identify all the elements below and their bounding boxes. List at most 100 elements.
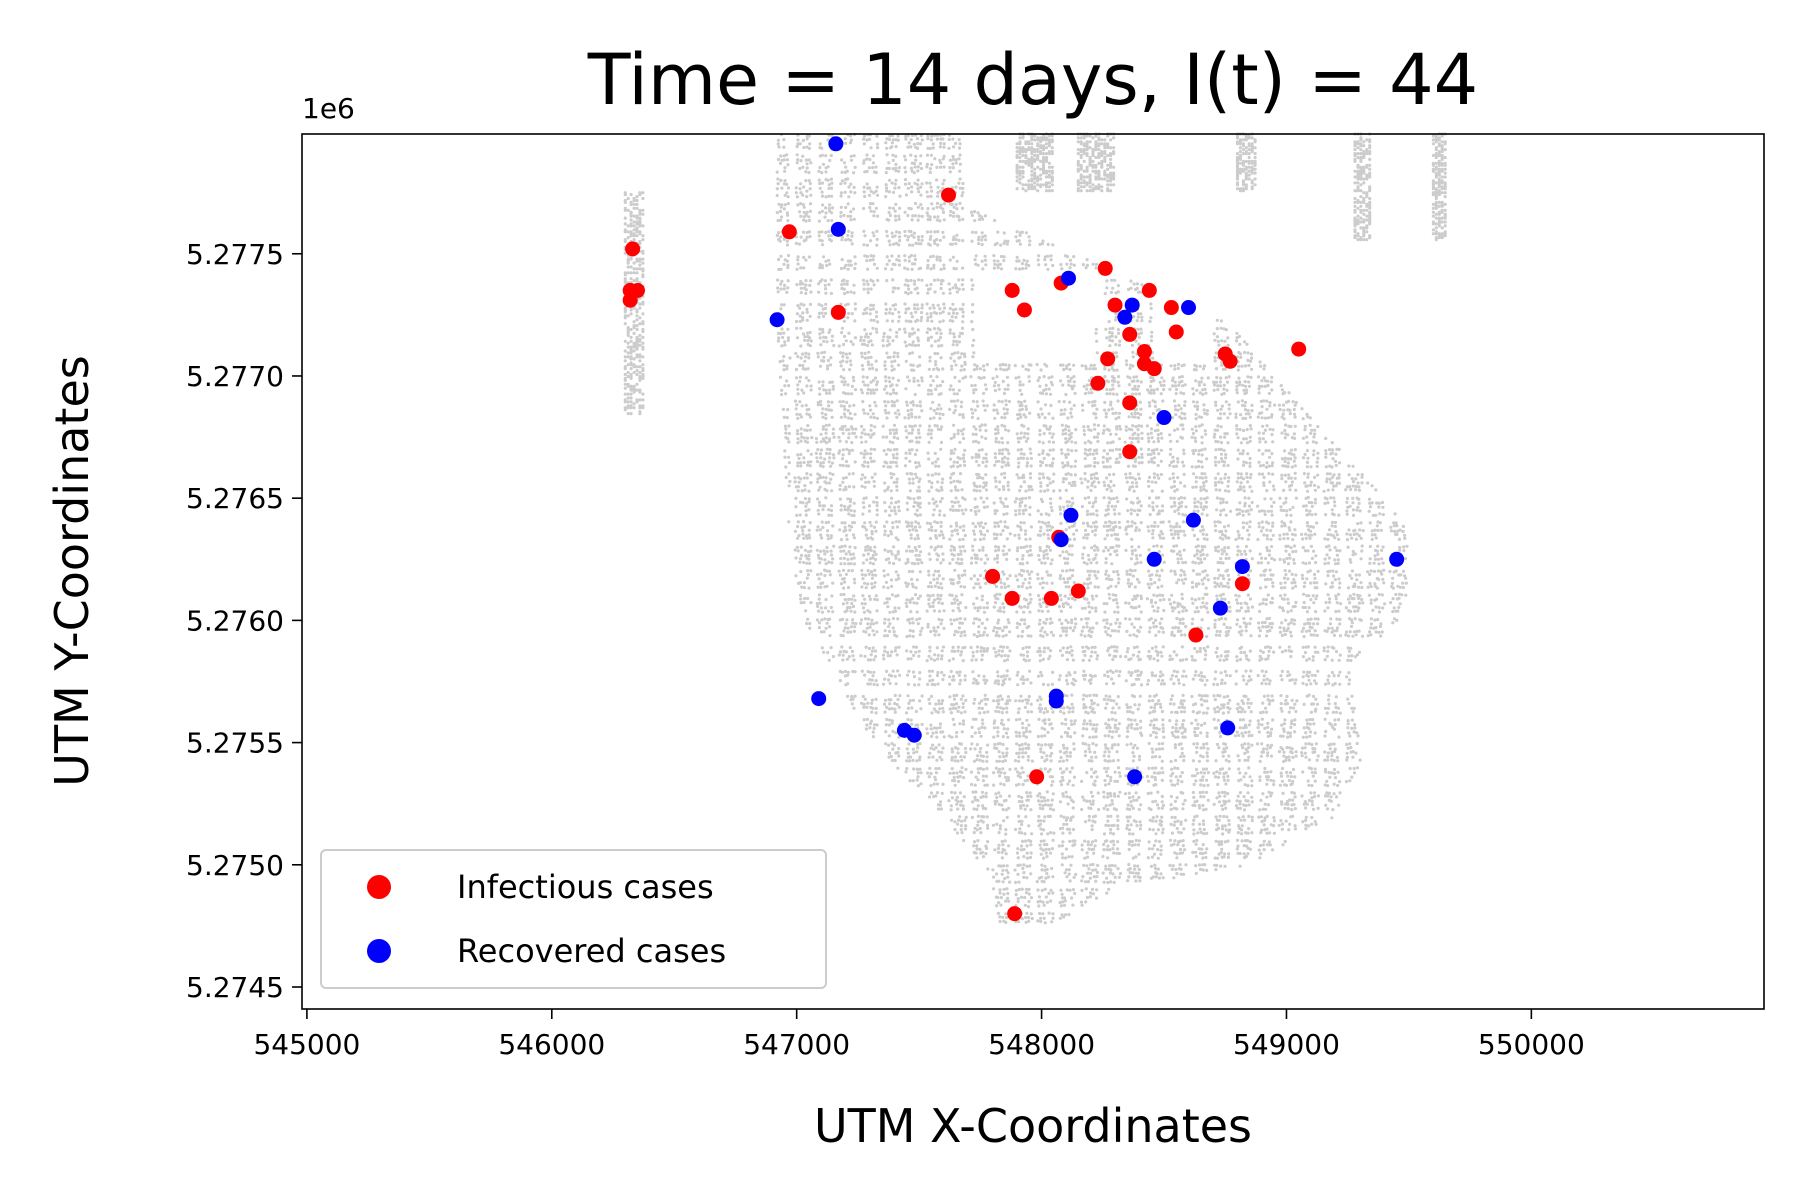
building-dot [903,182,908,186]
building-dot [1113,379,1117,384]
building-dot [1151,356,1155,360]
building-dot [952,460,956,464]
building-dot [984,464,988,468]
building-dot [1258,464,1263,468]
building-dot [821,425,826,429]
building-dot [808,330,812,335]
building-dot [1095,351,1099,355]
building-dot [885,319,889,323]
building-dot [785,191,789,195]
building-dot [863,335,867,339]
building-dot [874,552,878,557]
building-dot [1294,400,1298,405]
building-dot [872,432,876,436]
building-dot [1266,379,1270,383]
building-dot [1246,573,1250,577]
building-dot [1199,501,1203,505]
building-dot [867,166,872,170]
building-dot [1269,380,1273,384]
building-dot [1262,573,1266,577]
building-dot [1058,577,1062,581]
building-dot [1115,368,1119,372]
building-dot [934,363,938,367]
building-dot [930,485,934,489]
building-dot [1236,545,1240,549]
building-dot [925,153,930,157]
building-dot [949,209,953,214]
building-dot [848,404,852,408]
building-dot [825,451,829,456]
building-dot [1248,464,1252,468]
building-dot [850,557,854,561]
building-dot [916,178,920,182]
building-dot [839,351,843,355]
building-dot [974,388,978,392]
building-dot [1129,557,1133,561]
building-dot [972,481,976,485]
building-dot [1312,453,1316,457]
building-dot [1113,532,1117,537]
building-dot [1014,509,1018,513]
building-dot [963,448,967,452]
building-dot [1049,497,1053,501]
building-dot [957,379,962,383]
building-dot [959,368,963,372]
building-dot [804,534,808,538]
building-dot [957,334,962,338]
building-dot [984,553,988,557]
building-dot [1136,416,1141,420]
building-dot [841,351,845,355]
building-dot [824,562,828,566]
building-dot [1257,472,1261,476]
building-dot [1370,529,1374,533]
building-dot [930,344,934,348]
building-dot [927,569,931,573]
building-dot [820,230,824,234]
building-dot [1283,436,1287,440]
building-dot [1085,521,1089,525]
building-dot [893,509,897,513]
building-dot [1263,364,1267,368]
building-dot [1042,550,1046,554]
building-dot [818,238,822,242]
building-dot [1136,387,1140,392]
building-dot [853,302,857,306]
building-dot [808,314,812,318]
building-dot [1337,447,1341,451]
building-dot [1106,380,1111,384]
building-dot [862,287,866,291]
building-dot [935,311,939,315]
building-dot [918,355,922,359]
building-dot [838,528,842,532]
building-dot [1022,435,1026,439]
building-dot [805,440,810,444]
building-dot [1117,375,1121,379]
building-dot [796,387,800,391]
building-dot [1006,383,1010,387]
building-dot [929,234,933,239]
building-dot [897,217,901,221]
building-dot [1183,533,1187,537]
building-dot [1263,497,1267,501]
building-dot [927,428,931,432]
building-dot [1219,326,1223,330]
building-dot [1093,403,1097,407]
building-dot [1223,432,1227,436]
building-dot [935,375,939,379]
building-dot [975,489,979,493]
building-dot [1205,409,1209,413]
building-dot [1280,520,1284,524]
building-dot [982,368,986,372]
building-dot [1171,472,1175,476]
building-dot [1308,529,1313,533]
building-dot [1062,577,1066,581]
building-dot [1128,436,1132,440]
building-dot [1198,364,1202,368]
building-dot [1235,424,1239,428]
building-dot [1246,358,1250,362]
building-dot [1074,428,1078,432]
building-dot [828,437,832,441]
building-dot [1111,392,1115,396]
building-dot [884,509,888,513]
building-dot [869,303,873,307]
